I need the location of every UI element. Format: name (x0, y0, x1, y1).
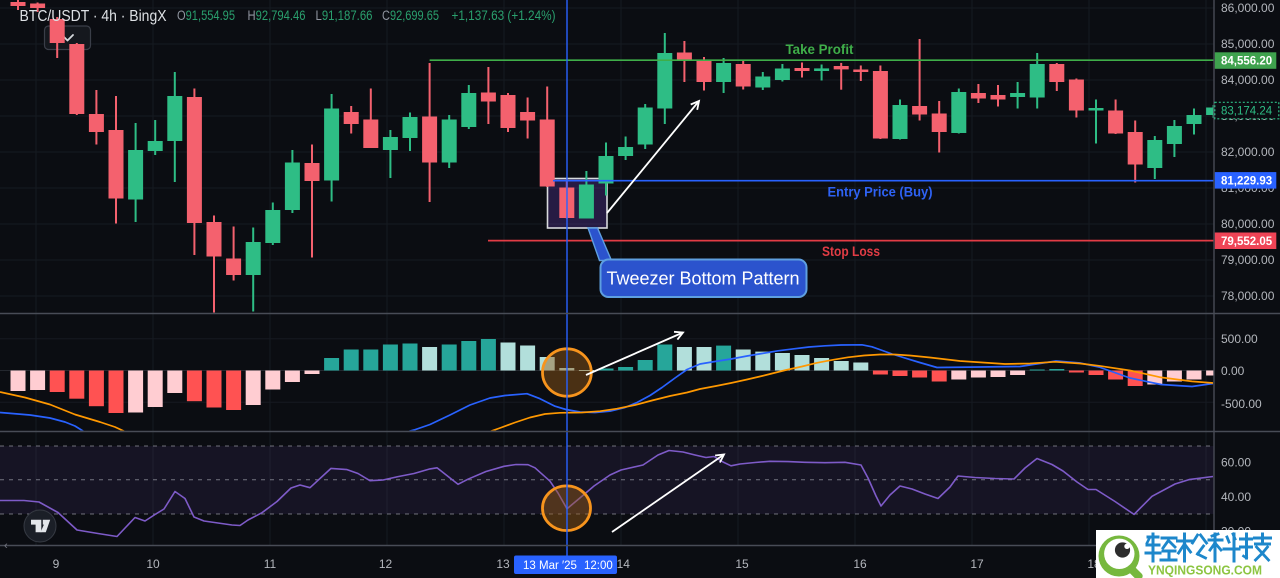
svg-text:-500.00: -500.00 (1221, 397, 1262, 411)
svg-text:13 Mar ′25: 13 Mar ′25 (523, 560, 577, 572)
svg-text:40.00: 40.00 (1221, 490, 1251, 504)
svg-text:85,000.00: 85,000.00 (1221, 37, 1275, 51)
svg-text:BTC/USDT · 4h · BingX: BTC/USDT · 4h · BingX (20, 8, 168, 25)
svg-text:+1,137.63 (+1.24%): +1,137.63 (+1.24%) (452, 8, 556, 23)
svg-text:13: 13 (496, 557, 510, 571)
svg-text:14: 14 (617, 557, 631, 571)
svg-text:Entry Price (Buy): Entry Price (Buy) (828, 185, 933, 200)
svg-text:H92,794.46: H92,794.46 (248, 8, 306, 23)
svg-text:YNQINGSONG.COM: YNQINGSONG.COM (1148, 563, 1262, 578)
svg-text:Take Profit: Take Profit (786, 42, 854, 57)
svg-text:84,000.00: 84,000.00 (1221, 73, 1275, 87)
svg-text:83,174.24: 83,174.24 (1221, 106, 1273, 118)
svg-text:0.00: 0.00 (1221, 364, 1245, 378)
svg-text:9: 9 (53, 557, 60, 571)
svg-text:86,000.00: 86,000.00 (1221, 1, 1275, 15)
svg-text:500.00: 500.00 (1221, 332, 1258, 346)
svg-text:79,552.05: 79,552.05 (1221, 236, 1273, 248)
svg-text:82,000.00: 82,000.00 (1221, 145, 1275, 159)
svg-text:11: 11 (264, 557, 277, 571)
svg-text:80,000.00: 80,000.00 (1221, 217, 1275, 231)
svg-text:C92,699.65: C92,699.65 (382, 8, 439, 23)
svg-text:17: 17 (970, 557, 984, 571)
svg-text:81,229.93: 81,229.93 (1221, 176, 1272, 188)
svg-text:60.00: 60.00 (1221, 456, 1251, 470)
svg-text:79,000.00: 79,000.00 (1221, 253, 1275, 267)
svg-text:O91,554.95: O91,554.95 (177, 8, 235, 23)
svg-text:L91,187.66: L91,187.66 (316, 8, 373, 23)
svg-text:Tweezer Bottom Pattern: Tweezer Bottom Pattern (606, 269, 799, 289)
svg-text:Stop Loss: Stop Loss (822, 244, 880, 259)
svg-text:12:00: 12:00 (584, 560, 613, 572)
svg-text:16: 16 (853, 557, 867, 571)
svg-text:10: 10 (146, 557, 160, 571)
svg-text:84,556.20: 84,556.20 (1221, 56, 1272, 68)
svg-text:12: 12 (379, 557, 393, 571)
svg-text:15: 15 (735, 557, 749, 571)
svg-text:‹: ‹ (4, 540, 8, 552)
svg-text:78,000.00: 78,000.00 (1221, 289, 1275, 303)
